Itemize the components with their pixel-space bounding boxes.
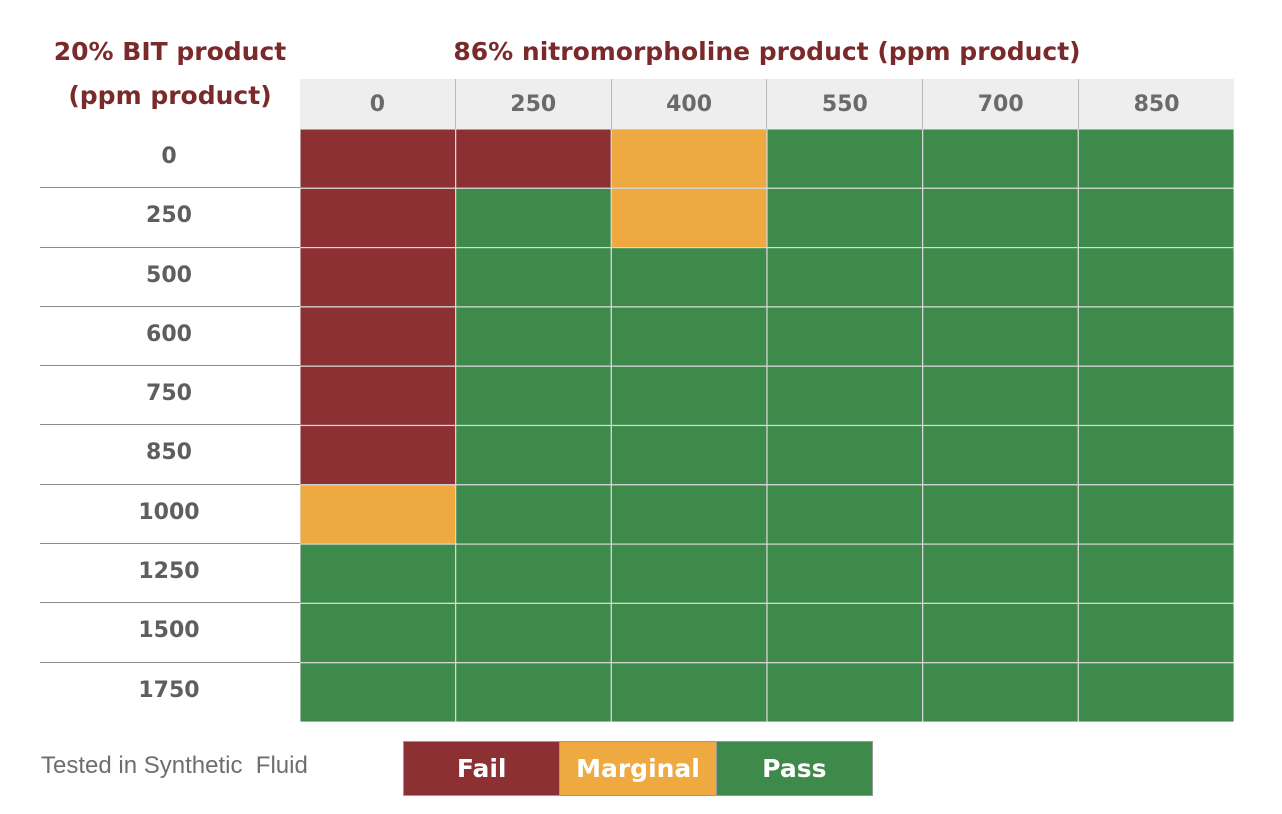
heatmap-cell-pass	[766, 129, 924, 189]
heatmap-cell-pass	[766, 662, 924, 722]
heatmap-cell-pass	[300, 662, 457, 722]
column-header: 0 250 400 550 700 850	[300, 79, 1234, 129]
heatmap-cell-pass	[610, 424, 768, 486]
heatmap-cell-pass	[766, 602, 924, 664]
column-label: 700	[922, 79, 1078, 129]
heatmap-cell-pass	[1077, 662, 1234, 722]
heatmap-cell-pass	[455, 246, 612, 308]
heatmap-cell-pass	[1077, 129, 1234, 189]
heatmap-cell-pass	[922, 365, 1079, 427]
column-label: 250	[454, 79, 611, 129]
heatmap-cell-pass	[922, 129, 1079, 189]
legend: Fail Marginal Pass	[403, 741, 873, 796]
row-axis-title: 20% BIT product (ppm product)	[40, 30, 300, 118]
heatmap-cell-pass	[610, 246, 768, 308]
legend-item-marginal: Marginal	[559, 742, 716, 795]
heatmap-cell-pass	[922, 602, 1079, 664]
legend-item-pass: Pass	[715, 742, 872, 795]
heatmap-grid	[300, 129, 1234, 722]
heatmap-cell-pass	[766, 424, 924, 486]
heatmap-cell-pass	[455, 484, 612, 545]
heatmap-cell-pass	[766, 246, 924, 308]
heatmap-cell-pass	[610, 484, 768, 545]
heatmap-cell-pass	[766, 484, 924, 545]
heatmap-cell-pass	[610, 543, 768, 605]
heatmap-cell-pass	[455, 543, 612, 605]
column-label: 0	[369, 92, 386, 117]
heatmap-cell-pass	[1077, 246, 1234, 308]
column-axis-title: 86% nitromorpholine product (ppm product…	[453, 37, 1081, 66]
row-label: 600	[40, 307, 300, 367]
heatmap-cell-pass	[1077, 484, 1234, 545]
heatmap-cell-pass	[1077, 187, 1234, 249]
heatmap-cell-pass	[922, 484, 1079, 545]
row-label: 1750	[138, 677, 200, 703]
heatmap-cell-pass	[300, 602, 457, 664]
row-label: 1000	[40, 485, 300, 545]
heatmap-cell-marginal	[610, 187, 768, 249]
heatmap-cell-pass	[766, 187, 924, 249]
heatmap-cell-pass	[766, 365, 924, 427]
heatmap-cell-marginal	[610, 129, 768, 189]
heatmap-cell-pass	[610, 662, 768, 722]
heatmap-cell-pass	[922, 543, 1079, 605]
row-label: 500	[40, 248, 300, 307]
heatmap-cell-fail	[300, 187, 457, 249]
heatmap-cell-fail	[300, 129, 457, 189]
heatmap-cell-pass	[766, 543, 924, 605]
heatmap-cell-pass	[1077, 424, 1234, 486]
heatmap-cell-pass	[922, 187, 1079, 249]
heatmap-cell-pass	[610, 602, 768, 664]
row-label: 850	[40, 425, 300, 485]
test-condition-caption: Tested in Synthetic Fluid	[41, 752, 308, 779]
row-label: 1250	[40, 544, 300, 604]
column-label: 400	[610, 79, 767, 129]
heatmap-cell-pass	[455, 187, 612, 249]
row-label: 750	[40, 366, 300, 426]
heatmap-cell-pass	[922, 662, 1079, 722]
heatmap-cell-pass	[610, 365, 768, 427]
row-axis-title-line2: (ppm product)	[68, 81, 272, 110]
heatmap-cell-pass	[922, 306, 1079, 367]
heatmap-cell-pass	[455, 365, 612, 427]
heatmap-cell-pass	[455, 602, 612, 664]
heatmap-cell-pass	[1077, 543, 1234, 605]
heatmap-cell-pass	[766, 306, 924, 367]
row-labels: 0 250 500 600 750 850 1000 1250 1500 175…	[40, 129, 300, 722]
heatmap-cell-fail	[455, 129, 612, 189]
heatmap-cell-fail	[300, 246, 457, 308]
heatmap-cell-pass	[455, 662, 612, 722]
heatmap-cell-fail	[300, 424, 457, 486]
heatmap-cell-pass	[1077, 306, 1234, 367]
heatmap-cell-pass	[455, 424, 612, 486]
column-label: 550	[766, 79, 922, 129]
legend-item-fail: Fail	[404, 742, 560, 795]
heatmap-cell-pass	[610, 306, 768, 367]
row-label: 250	[40, 188, 300, 248]
heatmap-cell-pass	[455, 306, 612, 367]
row-label: 1500	[40, 603, 300, 663]
heatmap-cell-fail	[300, 306, 457, 367]
heatmap-cell-marginal	[300, 484, 457, 545]
column-label: 850	[1078, 79, 1234, 129]
heatmap-cell-pass	[1077, 602, 1234, 664]
row-label: 0	[40, 129, 300, 189]
heatmap-cell-pass	[300, 543, 457, 605]
heatmap-cell-pass	[1077, 365, 1234, 427]
row-axis-title-line1: 20% BIT product	[53, 37, 287, 66]
heatmap-cell-pass	[922, 424, 1079, 486]
heatmap-cell-pass	[922, 246, 1079, 308]
heatmap-cell-fail	[300, 365, 457, 427]
